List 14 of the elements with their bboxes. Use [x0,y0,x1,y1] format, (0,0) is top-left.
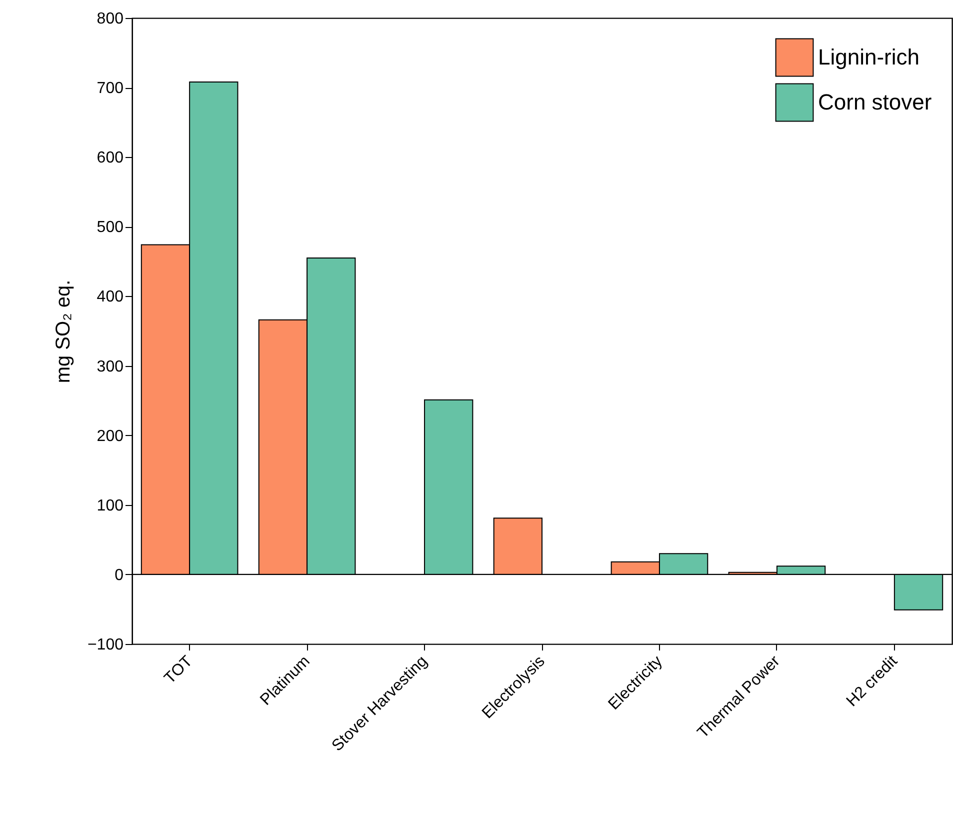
legend-label: Lignin-rich [818,44,920,70]
y-tick-label: 200 [96,428,124,445]
y-axis-title: mg SO₂ eq. [52,280,74,384]
y-tick-label: 500 [96,219,124,236]
y-tick-label: 0 [114,566,124,584]
y-tick-label: 400 [96,288,124,306]
y-tick-label: 300 [96,358,124,376]
y-tick-label: 100 [96,497,124,514]
y-tick-label: 600 [96,150,124,167]
legend-label: Corn stover [818,90,932,114]
y-tick-label: 800 [96,10,124,28]
x-tick-label: TOT [161,652,196,688]
y-tick-label: −100 [87,636,124,654]
y-tick-label: 700 [96,80,124,98]
